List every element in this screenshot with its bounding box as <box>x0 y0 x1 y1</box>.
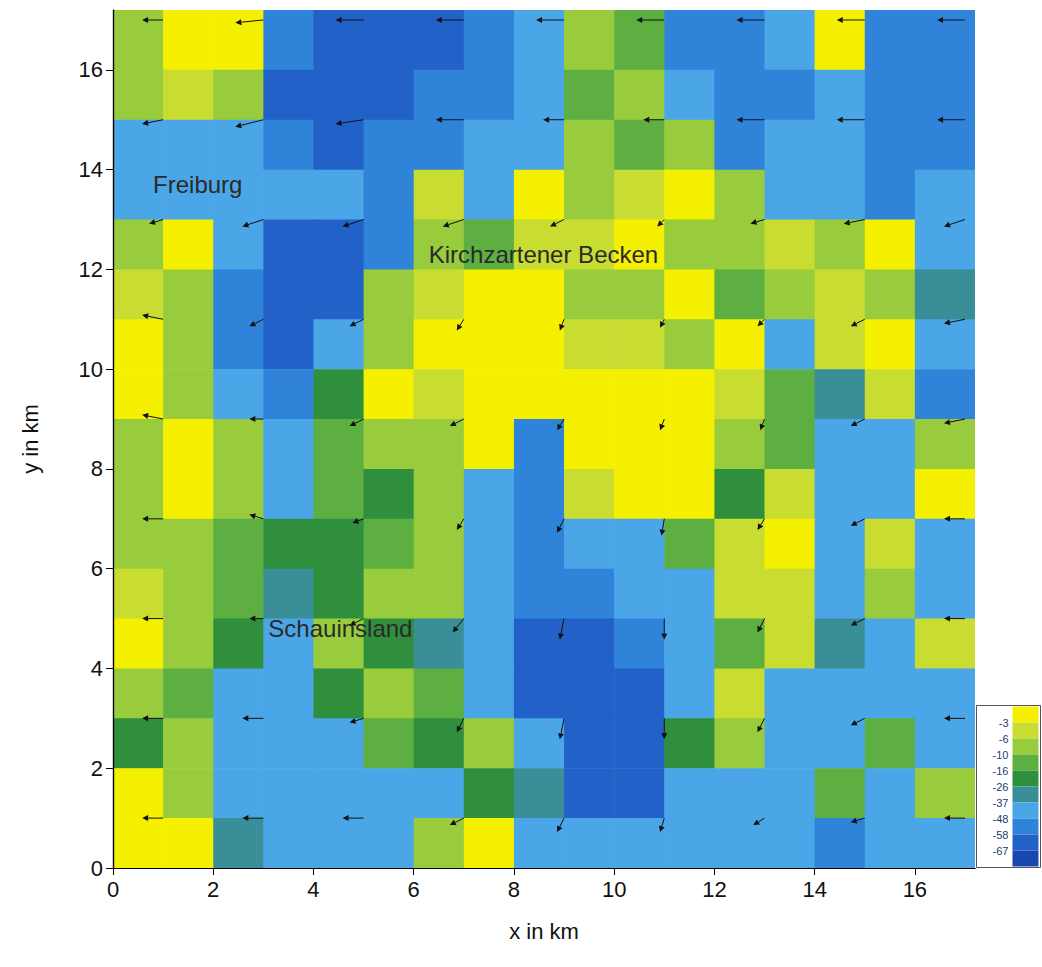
svg-text:4: 4 <box>307 877 319 902</box>
svg-text:10: 10 <box>79 357 103 382</box>
svg-text:10: 10 <box>602 877 626 902</box>
svg-text:-26: -26 <box>993 781 1009 793</box>
svg-text:6: 6 <box>91 556 103 581</box>
svg-text:-48: -48 <box>993 813 1009 825</box>
svg-text:4: 4 <box>91 656 103 681</box>
svg-text:14: 14 <box>79 157 103 182</box>
svg-text:16: 16 <box>903 877 927 902</box>
svg-text:8: 8 <box>91 456 103 481</box>
svg-text:6: 6 <box>408 877 420 902</box>
svg-text:x in km: x in km <box>509 919 579 944</box>
svg-text:2: 2 <box>91 756 103 781</box>
svg-text:-67: -67 <box>993 845 1009 857</box>
svg-text:12: 12 <box>79 257 103 282</box>
svg-text:14: 14 <box>802 877 826 902</box>
svg-text:-58: -58 <box>993 829 1009 841</box>
svg-text:-16: -16 <box>993 765 1009 777</box>
svg-text:Kirchzartener Becken: Kirchzartener Becken <box>429 241 658 268</box>
svg-text:-6: -6 <box>999 733 1009 745</box>
svg-text:-10: -10 <box>993 749 1009 761</box>
svg-text:-3: -3 <box>999 717 1009 729</box>
svg-text:Schauinsland: Schauinsland <box>268 615 412 642</box>
svg-text:12: 12 <box>702 877 726 902</box>
svg-text:Freiburg: Freiburg <box>153 171 242 198</box>
svg-text:-37: -37 <box>993 797 1009 809</box>
svg-text:2: 2 <box>207 877 219 902</box>
svg-text:16: 16 <box>79 57 103 82</box>
svg-text:0: 0 <box>91 856 103 881</box>
svg-text:8: 8 <box>508 877 520 902</box>
svg-text:0: 0 <box>107 877 119 902</box>
svg-text:y in km: y in km <box>18 404 43 474</box>
